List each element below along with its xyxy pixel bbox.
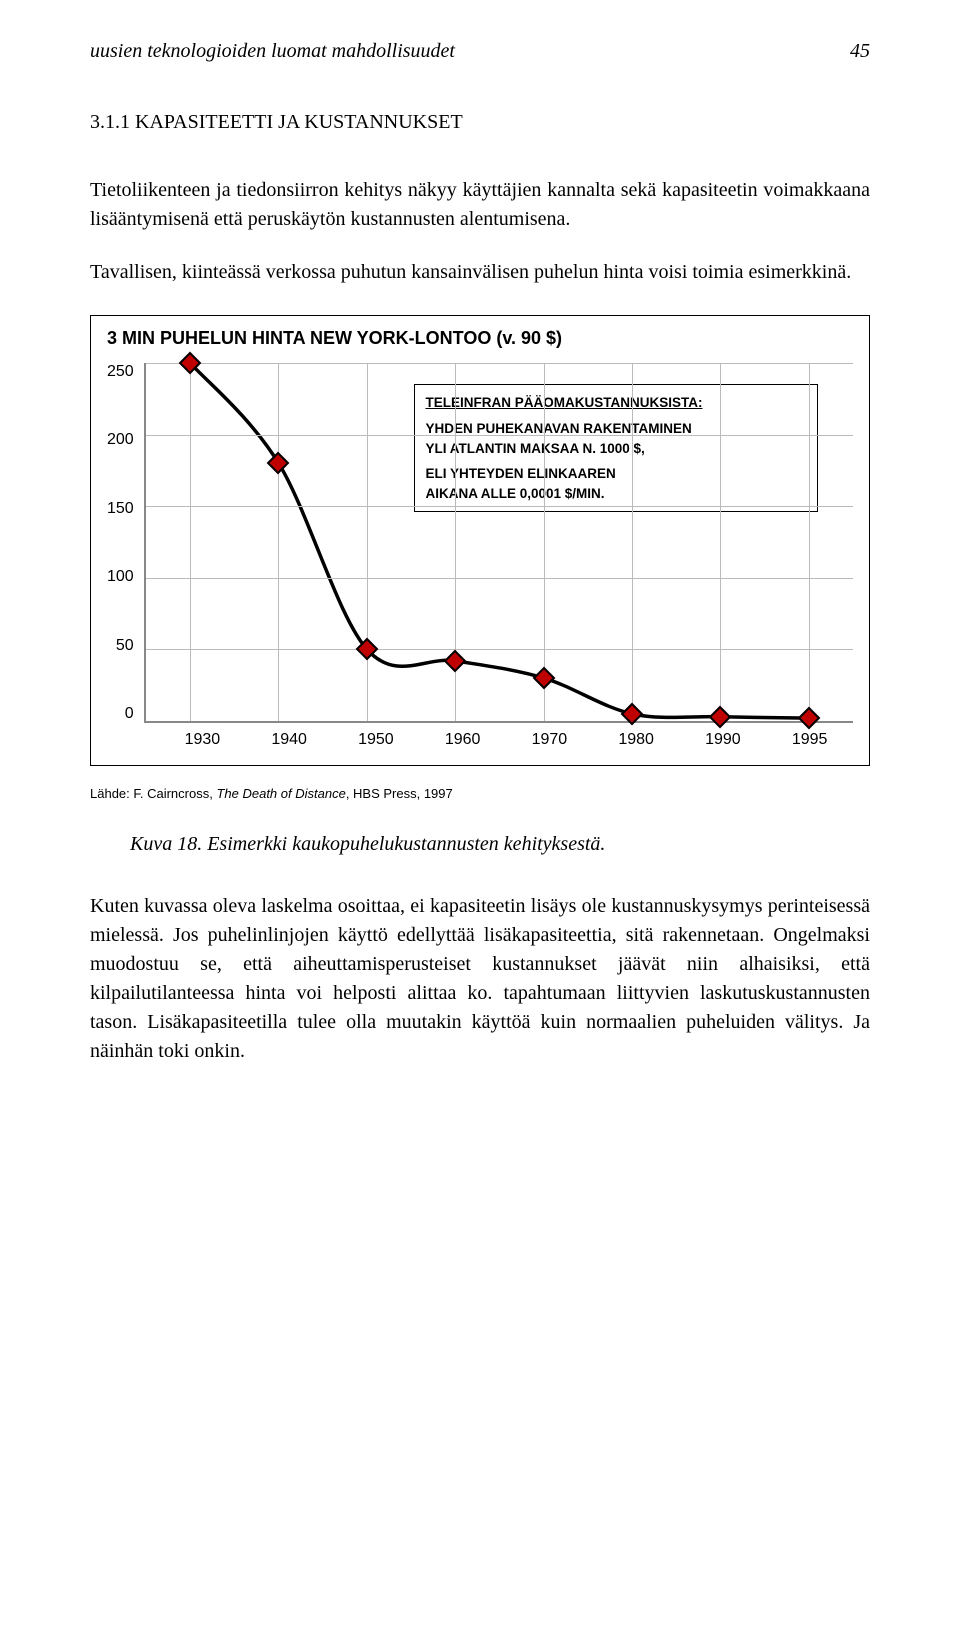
annotation-title: TELEINFRAN PÄÄOMAKUSTANNUKSISTA: [425, 393, 806, 413]
annotation-box: TELEINFRAN PÄÄOMAKUSTANNUKSISTA: YHDEN P… [414, 384, 817, 512]
x-tick: 1980 [593, 731, 680, 749]
annotation-line: AIKANA ALLE 0,0001 $/MIN. [425, 486, 604, 501]
gridline-v [720, 363, 721, 721]
paragraph-3: Kuten kuvassa oleva laskelma osoittaa, e… [90, 892, 870, 1066]
x-tick: 1990 [680, 731, 767, 749]
x-tick: 1960 [419, 731, 506, 749]
gridline-v [809, 363, 810, 721]
source-prefix: Lähde: F. Cairncross, [90, 786, 216, 801]
y-tick: 150 [107, 500, 134, 518]
running-title: uusien teknologioiden luomat mahdollisuu… [90, 40, 455, 63]
paragraph-1: Tietoliikenteen ja tiedonsiirron kehitys… [90, 176, 870, 234]
paragraph-2: Tavallisen, kiinteässä verkossa puhutun … [90, 258, 870, 287]
figure-caption: Kuva 18. Esimerkki kaukopuhelukustannust… [130, 833, 870, 856]
y-tick: 0 [125, 705, 134, 723]
y-tick: 50 [116, 637, 134, 655]
x-tick: 1950 [333, 731, 420, 749]
plot-area: TELEINFRAN PÄÄOMAKUSTANNUKSISTA: YHDEN P… [144, 363, 853, 723]
gridline-v [632, 363, 633, 721]
x-axis-labels: 1930 1940 1950 1960 1970 1980 1990 1995 [159, 731, 853, 749]
gridline-h [146, 578, 853, 579]
chart-source: Lähde: F. Cairncross, The Death of Dista… [90, 786, 870, 801]
gridline-v [367, 363, 368, 721]
y-tick: 250 [107, 363, 134, 381]
y-axis-labels: 250 200 150 100 50 0 [107, 363, 144, 723]
gridline-h [146, 649, 853, 650]
x-tick: 1930 [159, 731, 246, 749]
y-tick: 200 [107, 431, 134, 449]
chart-container: 3 MIN PUHELUN HINTA NEW YORK-LONTOO (v. … [90, 315, 870, 766]
chart-title: 3 MIN PUHELUN HINTA NEW YORK-LONTOO (v. … [107, 328, 853, 349]
gridline-v [278, 363, 279, 721]
y-tick: 100 [107, 568, 134, 586]
section-heading: 3.1.1 KAPASITEETTI JA KUSTANNUKSET [90, 111, 870, 134]
annotation-line: YLI ATLANTIN MAKSAA N. 1000 $, [425, 441, 644, 456]
x-tick: 1995 [766, 731, 853, 749]
source-suffix: , HBS Press, 1997 [346, 786, 453, 801]
page-number: 45 [850, 40, 870, 63]
running-header: uusien teknologioiden luomat mahdollisuu… [90, 40, 870, 63]
x-tick: 1970 [506, 731, 593, 749]
source-title: The Death of Distance [216, 786, 345, 801]
gridline-h [146, 363, 853, 364]
annotation-line: ELI YHTEYDEN ELINKAAREN [425, 466, 615, 481]
x-tick: 1940 [246, 731, 333, 749]
gridline-h [146, 435, 853, 436]
gridline-h [146, 506, 853, 507]
gridline-v [190, 363, 191, 721]
plot-wrap: 250 200 150 100 50 0 TELEINFRAN PÄÄOMAKU… [107, 363, 853, 723]
